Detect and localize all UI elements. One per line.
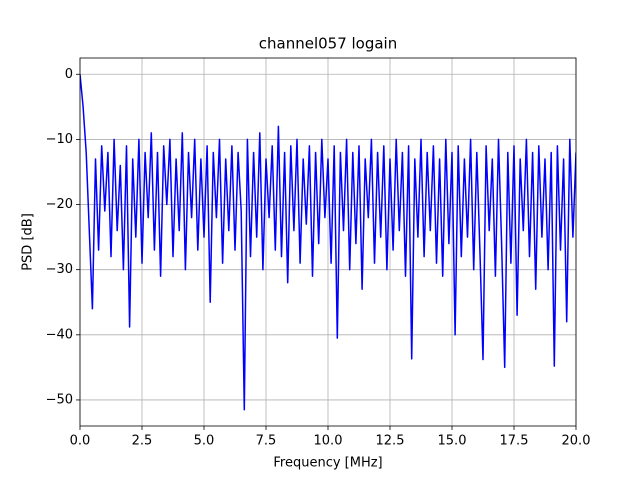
x-tick-label: 0.0 bbox=[70, 434, 91, 449]
y-tick-label: −30 bbox=[46, 262, 73, 277]
psd-line bbox=[80, 74, 576, 411]
y-tick-label: −10 bbox=[46, 132, 73, 147]
plot-frame bbox=[79, 57, 577, 427]
chart-title: channel057 logain bbox=[259, 35, 398, 53]
x-axis-label: Frequency [MHz] bbox=[273, 456, 382, 471]
x-tick-label: 17.5 bbox=[500, 434, 529, 449]
x-tick-label: 10.0 bbox=[314, 434, 343, 449]
y-tick-label: −20 bbox=[46, 197, 73, 212]
y-tick-label: −40 bbox=[46, 327, 73, 342]
x-tick-label: 20.0 bbox=[562, 434, 591, 449]
x-tick-label: 12.5 bbox=[376, 434, 405, 449]
x-tick-label: 5.0 bbox=[194, 434, 215, 449]
x-tick-label: 2.5 bbox=[132, 434, 153, 449]
y-axis-label: PSD [dB] bbox=[21, 213, 36, 271]
x-tick-label: 7.5 bbox=[256, 434, 277, 449]
y-tick-label: −50 bbox=[46, 392, 73, 407]
y-tick-label: 0 bbox=[65, 67, 73, 82]
x-tick-label: 15.0 bbox=[438, 434, 467, 449]
